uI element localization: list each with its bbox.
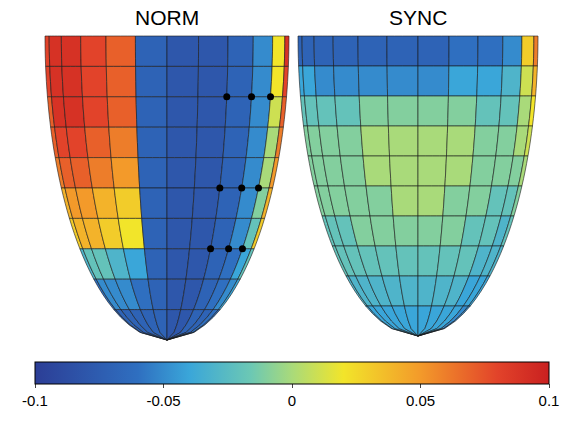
svg-text:-0.05: -0.05 — [146, 392, 180, 409]
svg-text:NORM: NORM — [135, 6, 199, 29]
svg-text:0.05: 0.05 — [406, 392, 435, 409]
svg-text:-0.1: -0.1 — [22, 392, 48, 409]
svg-text:SYNC: SYNC — [389, 6, 447, 29]
svg-text:0.1: 0.1 — [539, 392, 560, 409]
svg-text:0: 0 — [288, 392, 296, 409]
